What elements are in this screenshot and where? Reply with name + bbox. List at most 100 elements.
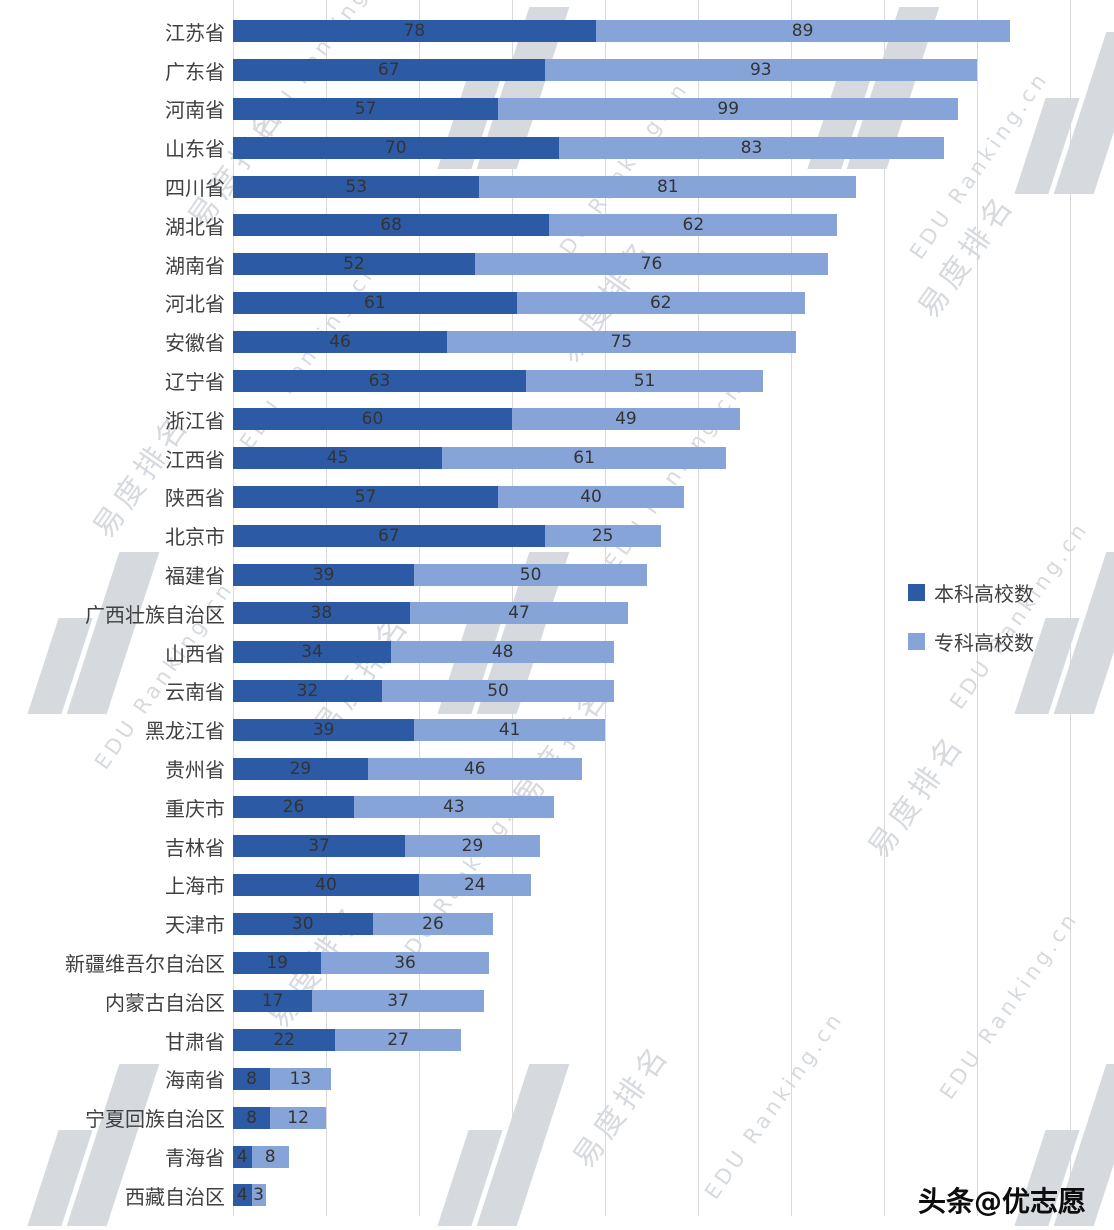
bar-stack: 45 61 xyxy=(233,447,726,470)
bar-stack: 38 47 xyxy=(233,602,629,625)
bar-vocational: 27 xyxy=(335,1029,461,1052)
value-label: 49 xyxy=(615,409,637,430)
value-label: 26 xyxy=(422,913,444,934)
chart-row: 湖南省 52 76 xyxy=(0,245,1114,284)
category-label: 辽宁省 xyxy=(165,370,225,395)
bar-vocational: 8 xyxy=(251,1145,289,1168)
value-label: 70 xyxy=(384,137,407,158)
bar-vocational: 12 xyxy=(270,1106,326,1129)
chart-row: 北京市 67 25 xyxy=(0,516,1114,555)
value-label: 30 xyxy=(291,913,314,934)
bar-undergrad: 52 xyxy=(233,253,475,276)
value-label: 83 xyxy=(740,137,763,158)
value-label: 24 xyxy=(463,874,486,895)
category-label: 贵州省 xyxy=(165,758,225,783)
category-label: 河南省 xyxy=(165,98,225,123)
category-label: 湖北省 xyxy=(165,214,225,239)
bar-stack: 26 43 xyxy=(233,796,554,819)
bar-stack: 22 27 xyxy=(233,1029,461,1052)
bar-undergrad: 38 xyxy=(233,602,410,625)
value-label: 67 xyxy=(377,525,400,546)
bar-vocational: 25 xyxy=(544,524,661,547)
bar-undergrad: 45 xyxy=(233,447,443,470)
bar-undergrad: 63 xyxy=(233,369,526,392)
value-label: 39 xyxy=(312,719,335,740)
bar-vocational: 99 xyxy=(498,97,959,120)
value-label: 40 xyxy=(315,874,337,895)
legend-item-vocational: 专科高校数 xyxy=(908,627,1034,656)
bar-vocational: 48 xyxy=(391,641,615,664)
credit-text: 头条@优志愿 xyxy=(917,1185,1086,1218)
value-label: 8 xyxy=(264,1146,276,1167)
category-label: 山东省 xyxy=(165,137,225,162)
chart-row: 贵州省 29 46 xyxy=(0,749,1114,788)
bar-undergrad: 8 xyxy=(233,1067,271,1090)
category-label: 宁夏回族自治区 xyxy=(85,1107,225,1132)
legend-item-undergrad: 本科高校数 xyxy=(908,578,1034,607)
bar-vocational: 40 xyxy=(498,485,685,508)
bar-stack: 19 36 xyxy=(233,951,489,974)
category-label: 广东省 xyxy=(165,59,225,84)
bar-stack: 8 13 xyxy=(233,1067,331,1090)
category-label: 陕西省 xyxy=(165,486,225,511)
category-label: 上海市 xyxy=(165,874,225,899)
bar-vocational: 62 xyxy=(516,291,805,314)
category-label: 江苏省 xyxy=(165,20,225,45)
value-label: 12 xyxy=(287,1107,309,1128)
category-label: 海南省 xyxy=(165,1068,225,1093)
value-label: 13 xyxy=(289,1068,312,1089)
chart-row: 海南省 8 13 xyxy=(0,1060,1114,1099)
bar-undergrad: 57 xyxy=(233,97,499,120)
chart-row: 内蒙古自治区 17 37 xyxy=(0,982,1114,1021)
value-label: 52 xyxy=(343,254,365,275)
bar-undergrad: 8 xyxy=(233,1106,271,1129)
legend-swatch-vocational xyxy=(908,633,925,650)
category-label: 山西省 xyxy=(165,641,225,666)
chart-row: 四川省 53 81 xyxy=(0,167,1114,206)
category-label: 四川省 xyxy=(165,176,225,201)
value-label: 81 xyxy=(656,176,679,197)
bar-vocational: 37 xyxy=(312,990,485,1013)
chart-row: 青海省 4 8 xyxy=(0,1137,1114,1176)
chart-row: 浙江省 60 49 xyxy=(0,400,1114,439)
value-label: 50 xyxy=(519,564,542,585)
chart-row: 重庆市 26 43 xyxy=(0,788,1114,827)
value-label: 78 xyxy=(403,21,426,42)
value-label: 62 xyxy=(682,215,705,236)
category-label: 江西省 xyxy=(165,447,225,472)
value-label: 67 xyxy=(377,60,400,81)
bar-vocational: 83 xyxy=(558,136,945,159)
value-label: 8 xyxy=(246,1107,257,1128)
category-label: 重庆市 xyxy=(165,796,225,821)
value-label: 32 xyxy=(296,680,319,701)
bar-stack: 53 81 xyxy=(233,175,857,198)
value-label: 76 xyxy=(640,254,663,275)
bar-stack: 34 48 xyxy=(233,641,615,664)
chart-row: 河南省 57 99 xyxy=(0,90,1114,129)
bar-vocational: 47 xyxy=(409,602,629,625)
category-label: 云南省 xyxy=(165,680,225,705)
bar-stack: 67 93 xyxy=(233,59,977,82)
value-label: 40 xyxy=(580,486,602,507)
chart-row: 云南省 32 50 xyxy=(0,672,1114,711)
value-label: 46 xyxy=(463,758,486,779)
chart-row: 宁夏回族自治区 8 12 xyxy=(0,1098,1114,1137)
value-label: 47 xyxy=(508,603,530,624)
legend-label-vocational: 专科高校数 xyxy=(934,631,1034,655)
bar-undergrad: 61 xyxy=(233,291,517,314)
bar-undergrad: 60 xyxy=(233,408,512,431)
chart-row: 天津市 30 26 xyxy=(0,904,1114,943)
value-label: 57 xyxy=(354,98,377,119)
bar-undergrad: 46 xyxy=(233,330,447,353)
bar-stack: 17 37 xyxy=(233,990,485,1013)
value-label: 89 xyxy=(791,21,814,42)
value-label: 17 xyxy=(261,991,284,1012)
chart-row: 陕西省 57 40 xyxy=(0,478,1114,517)
category-label: 青海省 xyxy=(165,1146,225,1170)
bar-undergrad: 53 xyxy=(233,175,480,198)
category-label: 北京市 xyxy=(165,525,225,550)
bar-stack: 40 24 xyxy=(233,873,531,896)
value-label: 63 xyxy=(368,370,391,391)
value-label: 43 xyxy=(443,797,465,818)
bar-vocational: 89 xyxy=(595,20,1010,43)
